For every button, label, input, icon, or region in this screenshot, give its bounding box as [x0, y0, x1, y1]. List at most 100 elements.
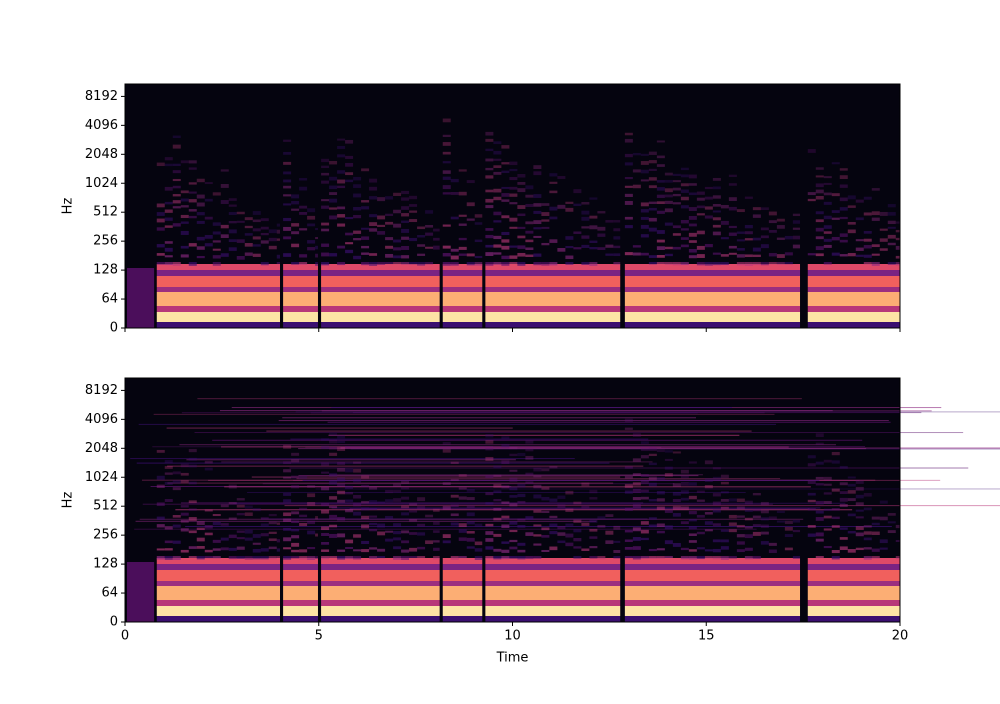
- spectrogram-harmonic: [855, 509, 864, 512]
- spectrogram-harmonic: [493, 252, 502, 255]
- spectrogram-harmonic: [164, 481, 173, 485]
- spectrogram-harmonic: [760, 207, 769, 211]
- spectrogram-harmonic: [792, 556, 801, 559]
- spectrogram-harmonic: [533, 484, 542, 489]
- spectrogram-harmonic: [847, 490, 856, 494]
- spectrogram-harmonic: [268, 237, 277, 242]
- spectrogram-harmonic: [672, 233, 681, 236]
- spectrogram-harmonic: [361, 252, 370, 255]
- spectrogram-band: [156, 558, 280, 564]
- spectrogram-harmonic: [704, 478, 713, 482]
- spectrogram-harmonic: [688, 482, 697, 486]
- spectrogram-harmonic: [565, 207, 574, 212]
- spectrogram-noise: [331, 507, 821, 509]
- spectrogram-harmonic: [252, 244, 261, 247]
- spectrogram-noise: [284, 505, 1000, 507]
- spectrogram-harmonic: [533, 165, 542, 170]
- spectrogram-harmonic: [656, 530, 665, 534]
- spectrogram-harmonic: [712, 523, 721, 526]
- spectrogram-harmonic: [485, 433, 494, 438]
- spectrogram-harmonic: [442, 253, 451, 257]
- spectrogram-harmonic: [291, 511, 300, 515]
- spectrogram-harmonic: [640, 480, 649, 484]
- x-tick-label: 15: [698, 629, 715, 644]
- spectrogram-harmonic: [509, 486, 518, 491]
- spectrogram-harmonic: [485, 546, 494, 550]
- spectrogram-band: [624, 558, 801, 564]
- spectrogram-harmonic: [597, 524, 606, 528]
- spectrogram-harmonic: [385, 538, 394, 542]
- spectrogram-harmonic: [823, 262, 832, 265]
- spectrogram-band: [283, 581, 318, 586]
- spectrogram-harmonic: [712, 204, 721, 207]
- spectrogram-harmonic: [252, 253, 261, 257]
- spectrogram-band: [807, 600, 900, 606]
- y-tick-label: 4096: [85, 412, 118, 427]
- spectrogram-harmonic: [760, 501, 769, 506]
- spectrogram-harmonic: [768, 220, 777, 224]
- spectrogram-harmonic: [409, 195, 418, 200]
- spectrogram-harmonic: [220, 234, 229, 238]
- spectrogram-harmonic: [768, 211, 777, 216]
- spectrogram-harmonic: [776, 225, 785, 229]
- spectrogram-harmonic: [377, 556, 386, 559]
- spectrogram-harmonic: [433, 556, 440, 560]
- spectrogram-harmonic: [855, 480, 864, 484]
- spectrogram-harmonic: [474, 523, 483, 527]
- y-axis-label: Hz: [61, 492, 76, 509]
- spectrogram-harmonic: [252, 548, 261, 553]
- spectrogram-harmonic: [433, 508, 440, 512]
- spectrogram-harmonic: [613, 245, 621, 249]
- spectrogram-harmonic: [244, 243, 253, 247]
- spectrogram-harmonic: [541, 203, 550, 206]
- spectrogram-harmonic: [164, 163, 173, 167]
- spectrogram-harmonic: [565, 236, 574, 240]
- spectrogram-harmonic: [164, 247, 173, 252]
- spectrogram-harmonic: [648, 556, 657, 559]
- spectrogram-harmonic: [533, 194, 542, 198]
- spectrogram-harmonic: [485, 523, 494, 527]
- spectrogram-harmonic: [276, 548, 280, 552]
- spectrogram-harmonic: [196, 202, 205, 207]
- spectrogram-harmonic: [204, 525, 213, 529]
- spectrogram-band: [283, 586, 318, 600]
- spectrogram-harmonic: [458, 556, 467, 559]
- spectrogram-harmonic: [299, 507, 308, 511]
- spectrogram-harmonic: [188, 556, 197, 559]
- spectrogram-band: [624, 306, 801, 312]
- spectrogram-harmonic: [509, 193, 518, 197]
- spectrogram-harmonic: [664, 172, 673, 176]
- spectrogram-harmonic: [839, 465, 848, 469]
- spectrogram-harmonic: [863, 547, 872, 550]
- spectrogram-harmonic: [589, 536, 598, 539]
- spectrogram-band: [283, 606, 318, 616]
- spectrogram-noise: [194, 432, 964, 434]
- spectrogram-harmonic: [517, 188, 526, 193]
- spectrogram-harmonic: [656, 246, 665, 250]
- spectrogram-harmonic: [517, 235, 526, 239]
- spectrogram-harmonic: [648, 207, 657, 211]
- spectrogram-harmonic: [315, 533, 318, 537]
- spectrogram-harmonic: [485, 189, 494, 193]
- spectrogram-harmonic: [212, 222, 221, 226]
- spectrogram-harmonic: [831, 556, 840, 560]
- spectrogram-harmonic: [744, 526, 753, 529]
- spectrogram-harmonic: [401, 530, 410, 534]
- spectrogram-band: [283, 312, 318, 322]
- spectrogram-band: [283, 276, 318, 287]
- spectrogram-harmonic: [688, 511, 697, 515]
- spectrogram-harmonic: [220, 504, 229, 508]
- spectrogram-harmonic: [307, 520, 316, 525]
- spectrogram-harmonic: [228, 556, 237, 560]
- spectrogram-harmonic: [863, 262, 872, 265]
- spectrogram-band: [624, 264, 801, 270]
- spectrogram-harmonic: [393, 209, 402, 214]
- spectrogram-harmonic: [648, 168, 657, 172]
- spectrogram-harmonic: [220, 523, 229, 526]
- spectrogram-harmonic: [664, 540, 673, 545]
- spectrogram-harmonic: [776, 262, 785, 265]
- spectrogram-harmonic: [361, 168, 370, 172]
- spectrogram-band: [485, 564, 621, 570]
- spectrogram-harmonic: [871, 188, 880, 191]
- spectrogram-harmonic: [172, 144, 181, 149]
